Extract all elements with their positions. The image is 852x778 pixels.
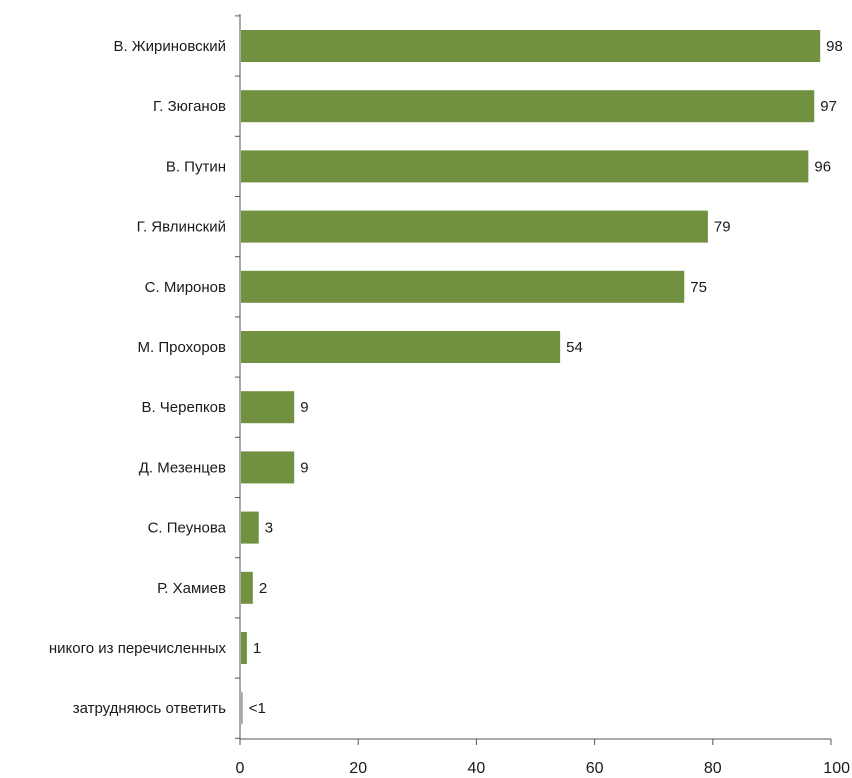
value-label-9: 3: [265, 520, 273, 537]
x-tick-label: 80: [704, 760, 722, 777]
category-label-9: С. Пеунова: [148, 520, 227, 537]
value-label-4: 79: [714, 219, 731, 236]
bar-1: [241, 30, 821, 62]
x-tick-label: 60: [586, 760, 604, 777]
category-label-12: затрудняюсь ответить: [73, 700, 226, 717]
value-label-3: 96: [814, 158, 831, 175]
category-label-5: С. Миронов: [145, 279, 226, 296]
bar-3: [241, 150, 809, 183]
category-label-6: М. Прохоров: [138, 339, 226, 356]
value-labels-group: 98 97 96 79 75 54 9 9 3 2 1 <1: [249, 38, 843, 717]
axes-group: [235, 14, 832, 745]
value-label-6: 54: [566, 339, 583, 356]
value-label-8: 9: [300, 459, 308, 476]
x-tick-label: 100: [823, 760, 850, 777]
value-label-5: 75: [690, 279, 707, 296]
value-label-10: 2: [259, 580, 267, 597]
x-tick-label: 0: [236, 760, 245, 777]
bar-7: [241, 391, 295, 424]
bars-group: [241, 30, 821, 725]
bar-4: [241, 210, 708, 243]
category-label-11: никого из перечисленных: [49, 640, 227, 657]
bar-8: [241, 451, 295, 484]
x-tick-label: 40: [468, 760, 486, 777]
bar-6: [241, 331, 561, 363]
category-label-2: Г. Зюганов: [153, 98, 226, 115]
bar-2: [241, 90, 815, 123]
category-label-3: В. Путин: [166, 158, 226, 175]
x-tick-labels-group: 0 20 40 60 80 100: [236, 760, 851, 777]
bar-11: [241, 632, 247, 664]
category-label-8: Д. Мезенцев: [139, 459, 226, 476]
value-label-11: 1: [253, 640, 261, 657]
value-label-1: 98: [826, 38, 843, 55]
category-label-4: Г. Явлинский: [137, 219, 226, 236]
bar-10: [241, 571, 253, 604]
bar-9: [241, 511, 259, 544]
bar-5: [241, 270, 685, 303]
category-label-10: Р. Хамиев: [157, 580, 226, 597]
value-label-7: 9: [300, 399, 308, 416]
category-labels-group: В. Жириновский Г. Зюганов В. Путин Г. Явлин…: [49, 38, 227, 717]
bar-12: [241, 692, 243, 725]
x-tick-label: 20: [349, 760, 367, 777]
value-label-2: 97: [820, 98, 837, 115]
value-label-12: <1: [249, 700, 266, 717]
category-label-1: В. Жириновский: [113, 38, 226, 55]
category-label-7: В. Черепков: [141, 399, 226, 416]
